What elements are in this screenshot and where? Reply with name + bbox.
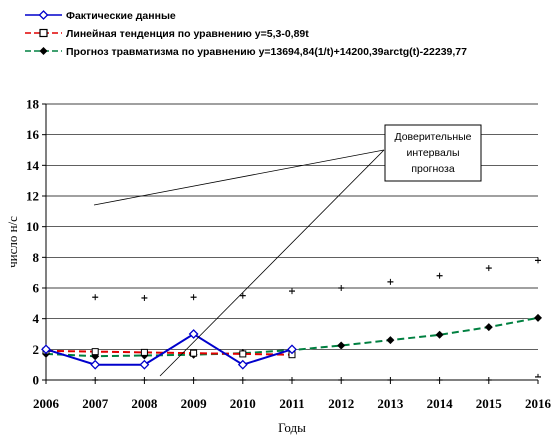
annotation-callout: Доверительные интервалы прогноза [93, 124, 482, 377]
series-line [45, 332, 293, 366]
y-tick-label: 0 [33, 373, 40, 388]
x-tick-label: 2008 [131, 396, 158, 411]
annotation-box [384, 124, 482, 182]
legend-diamond-filled-icon [39, 47, 48, 55]
x-tick-label: 2007 [82, 396, 109, 411]
legend-item-linear: Линейная тенденция по уравнению y=5,3-0,… [25, 28, 309, 40]
x-tick-label: 2006 [33, 396, 60, 411]
legend-label-actual: Фактические данные [66, 10, 176, 22]
y-tick-label: 6 [33, 281, 40, 296]
x-tick-label: 2011 [279, 396, 304, 411]
y-tick-label: 14 [26, 158, 40, 173]
y-tick-label: 10 [26, 219, 39, 234]
annotation-line-3: прогноза [411, 163, 455, 175]
annotation-line-2: интервалы [406, 147, 459, 159]
y-tick-label: 12 [26, 189, 39, 204]
legend-label-forecast: Прогноз травматизма по уравнению y=13694… [66, 46, 467, 58]
data-point [190, 349, 198, 357]
confidence-interval-marks [92, 257, 541, 381]
y-tick-label: 8 [33, 250, 40, 265]
x-tick-label: 2013 [377, 396, 404, 411]
data-point [386, 336, 395, 345]
x-tick-label: 2014 [427, 396, 454, 411]
x-tick-labels: 2006 2007 2008 2009 2010 2011 2012 2013 2014 2015… [33, 380, 552, 411]
data-point [534, 313, 542, 322]
y-tick-label: 2 [33, 342, 40, 357]
data-point [237, 359, 248, 370]
legend-square-open-icon [39, 28, 48, 38]
y-axis-title: число н/с [5, 216, 20, 268]
legend-item-forecast: Прогноз травматизма по уравнению y=13694… [25, 46, 467, 58]
series-group [41, 313, 542, 370]
data-point [91, 348, 99, 356]
legend-label-linear: Линейная тенденция по уравнению y=5,3-0,… [66, 28, 309, 40]
x-tick-label: 2009 [181, 396, 208, 411]
x-tick-label: 2015 [476, 396, 503, 411]
pointer-line-lower [159, 149, 385, 377]
data-point [337, 341, 346, 350]
legend-diamond-open-icon [38, 10, 49, 20]
legend: Фактические данные Линейная тенденция по… [25, 10, 467, 58]
y-tick-label: 18 [26, 97, 40, 112]
data-point [435, 330, 444, 339]
data-point [188, 329, 199, 339]
pointer-line-upper [93, 149, 385, 206]
data-point [139, 359, 150, 370]
y-tick-label: 4 [33, 311, 40, 326]
data-point [484, 323, 493, 332]
series-line [45, 349, 293, 356]
data-point [140, 348, 148, 356]
y-tick-label: 16 [26, 127, 40, 142]
legend-item-actual: Фактические данные [25, 10, 176, 22]
data-point [287, 344, 297, 355]
annotation-line-1: Доверительные [394, 131, 471, 143]
y-tick-labels: 0 2 4 6 8 10 12 14 16 18 [26, 97, 46, 388]
x-tick-label: 2010 [230, 396, 256, 411]
data-point [41, 344, 51, 355]
data-point [239, 350, 247, 358]
x-axis-title: Годы [278, 420, 306, 435]
data-point [90, 359, 101, 370]
x-tick-label: 2016 [525, 396, 552, 411]
x-tick-label: 2012 [328, 396, 354, 411]
